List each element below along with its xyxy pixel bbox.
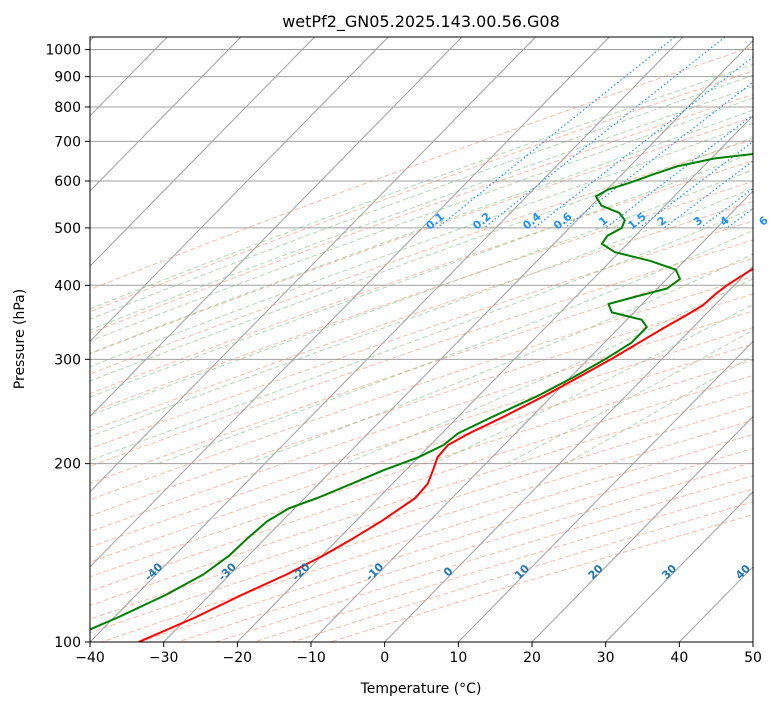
- y-tick-label: 100: [54, 635, 81, 651]
- mixing-ratio-line: [533, 56, 753, 229]
- y-tick-label: 300: [54, 352, 81, 368]
- isotherm-line: [90, 37, 463, 418]
- x-tick-label: 0: [380, 650, 389, 666]
- moist-adiabat: [90, 109, 753, 354]
- y-tick-label: 600: [54, 174, 81, 190]
- y-axis-label: Pressure (hPa): [12, 289, 28, 389]
- isotherm-line: [90, 37, 610, 568]
- dry-adiabat: [90, 327, 753, 548]
- isotherm-line: [90, 37, 315, 267]
- moist-adiabat: [90, 207, 753, 462]
- profile-lines: [90, 152, 753, 642]
- dry-adiabat: [90, 293, 753, 517]
- isotherm-line: [90, 37, 242, 192]
- mixing-ratio-line: [564, 81, 753, 229]
- axes: −40 −30 −20 −10 0 10 20 30 40 50 100 200 300 400 500 60…: [45, 43, 762, 666]
- mixing-ratio-line: [639, 140, 753, 229]
- x-tick-label: −10: [296, 650, 326, 666]
- x-tick-label: −30: [149, 650, 179, 666]
- dry-adiabat: [90, 374, 753, 592]
- chart-title: wetPf2_GN05.2025.143.00.56.G08: [282, 12, 560, 32]
- moist-adiabat: [247, 253, 753, 465]
- dry-adiabat: [90, 46, 753, 291]
- x-axis-label: Temperature (°C): [360, 681, 482, 697]
- x-tick-label: 30: [597, 650, 615, 666]
- x-tick-label: −20: [223, 650, 253, 666]
- x-tick-label: −40: [75, 650, 105, 666]
- isotherm-line: [163, 39, 753, 642]
- y-tick-label: 900: [54, 70, 81, 86]
- isotherm-line: [90, 37, 536, 493]
- moist-adiabat: [90, 122, 753, 368]
- plot-frame: [89, 36, 754, 643]
- dry-adiabat: [90, 275, 753, 501]
- moist-adiabat: [344, 278, 753, 465]
- dry-adiabat: [90, 390, 753, 606]
- moist-adiabat: [90, 187, 753, 437]
- isotherm-line: [310, 190, 753, 642]
- dry-adiabat: [90, 180, 753, 413]
- x-tick-label: 10: [449, 650, 467, 666]
- x-tick-label: 50: [744, 650, 762, 666]
- dry-adiabat: [90, 160, 753, 395]
- moist-adiabat: [157, 229, 753, 465]
- dry-adiabat: [90, 70, 753, 313]
- moist-adiabat: [90, 85, 753, 331]
- dry-adiabat: [90, 343, 753, 563]
- x-tick-label: 20: [523, 650, 541, 666]
- y-tick-label: 1000: [45, 43, 81, 59]
- y-tick-label: 200: [54, 457, 81, 473]
- x-tick-label: 40: [670, 650, 688, 666]
- dry-adiabat: [90, 310, 753, 533]
- mixing-ratio-line: [437, 37, 676, 229]
- y-tick-label: 400: [54, 278, 81, 294]
- y-tick-label: 500: [54, 221, 81, 237]
- isotherm-line: [531, 415, 753, 642]
- moist-adiabat: [433, 303, 753, 465]
- moist-adiabat: [90, 97, 753, 342]
- y-tick-label: 700: [54, 134, 81, 150]
- isotherm-line: [90, 37, 389, 343]
- isotherm-line: [236, 115, 753, 642]
- temperature-profile: [138, 267, 753, 642]
- isotherm-line: [90, 37, 684, 642]
- y-tick-label: 800: [54, 100, 81, 116]
- isotherm-line: [457, 340, 753, 642]
- isotherm-line: [384, 265, 753, 642]
- moist-adiabat: [90, 152, 753, 398]
- isotherm-line: [605, 490, 753, 642]
- dewpoint-profile: [90, 152, 753, 631]
